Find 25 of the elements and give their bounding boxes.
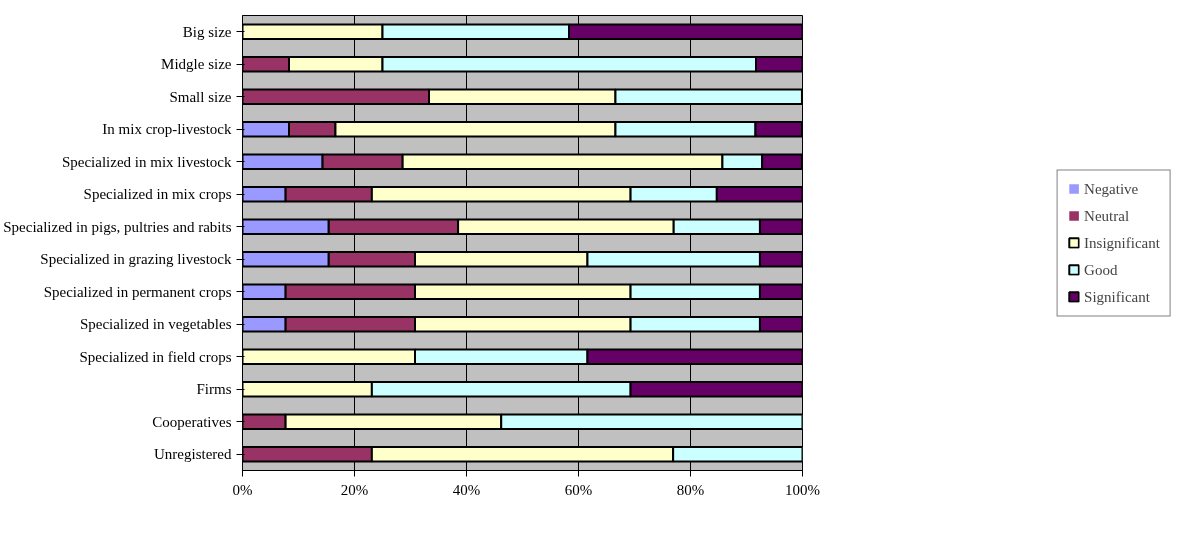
y-tick-label: Specialized in field crops [79,348,232,365]
x-tick-label: 0% [232,481,253,498]
legend-label: Significant [1084,288,1150,305]
y-tick-label: Small size [169,88,232,105]
y-tick-label: Firms [196,381,232,398]
y-tick-label: Specialized in mix crops [83,186,232,203]
x-tick-label: 20% [340,481,369,498]
legend-label: Insignificant [1084,234,1160,251]
y-tick-label: Specialized in pigs, pultries and rabits [3,218,232,235]
y-tick-label: In mix crop-livestock [102,121,232,138]
legend-label: Negative [1084,180,1139,197]
y-tick-label: Specialized in vegetables [79,316,232,333]
y-tick-label: Specialized in mix livestock [61,153,232,170]
y-tick-label: Specialized in permanent crops [43,283,232,300]
y-tick-label: Big size [182,23,232,40]
legend-label: Neutral [1084,207,1130,224]
x-tick-label: 60% [564,481,593,498]
x-tick-label: 80% [676,481,705,498]
y-tick-label: Cooperatives [152,413,232,430]
x-tick-label: 100% [785,481,820,498]
legend-label: Good [1084,261,1118,278]
y-tick-label: Specialized in grazing livestock [40,251,232,268]
y-tick-label: Unregistered [154,446,232,463]
x-tick-label: 40% [452,481,481,498]
y-tick-label: Midgle size [161,56,232,73]
